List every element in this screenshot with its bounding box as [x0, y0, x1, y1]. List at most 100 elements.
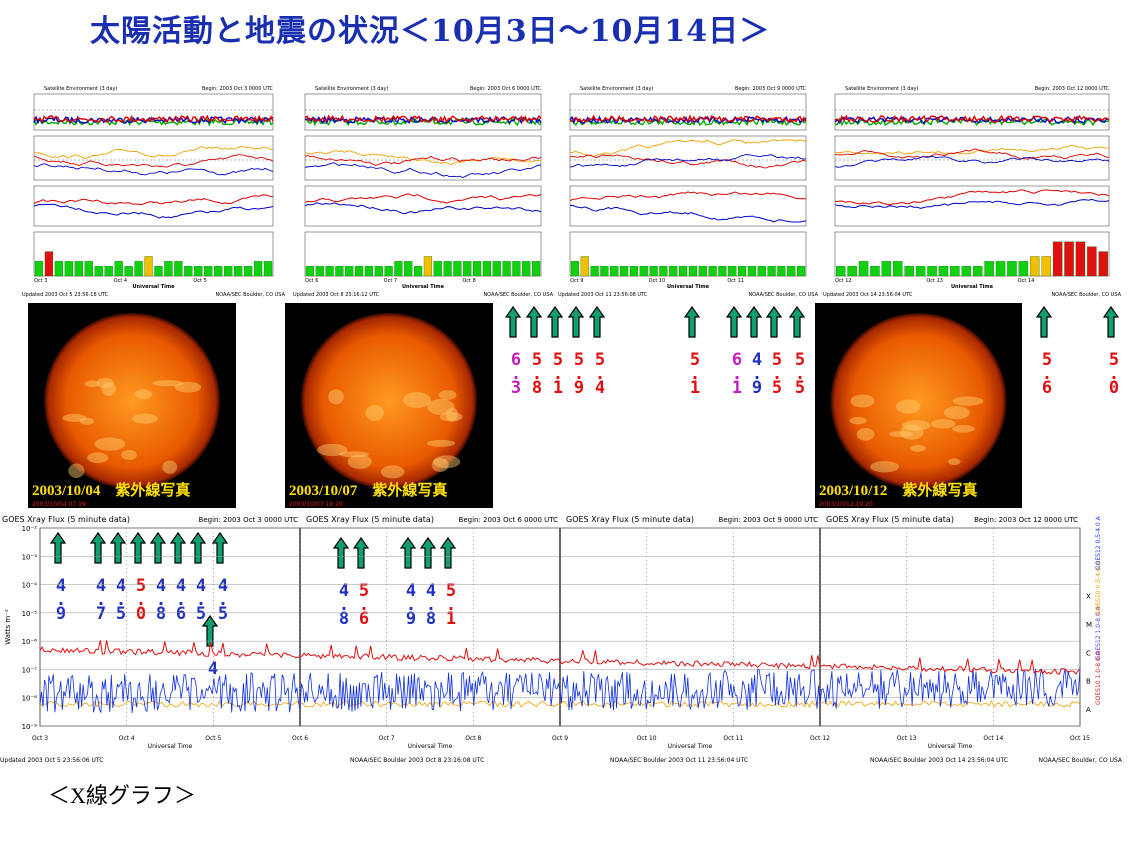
arrow-shape: [547, 306, 563, 338]
kp-bar: [835, 266, 846, 277]
quake-arrow: [684, 306, 700, 338]
arrow-shape: [170, 532, 186, 564]
panel-title: GOES Xray Flux (5 minute data): [566, 515, 694, 524]
kp-bar: [610, 266, 619, 277]
kp-bar: [570, 261, 580, 277]
kp-bar: [305, 266, 315, 277]
kp-bar: [384, 266, 393, 277]
panel-title: GOES Xray Flux (5 minute data): [2, 515, 130, 524]
sun-photo: 2003/10/12 紫外線写真 2003/10/12 19:20: [815, 303, 1022, 508]
x-tick-label: Oct 3: [34, 278, 47, 284]
kp-bar: [787, 266, 796, 277]
footer-left: Updated 2003 Oct 5 23:56:18 UTC: [22, 292, 109, 298]
kp-bar: [1007, 261, 1017, 277]
kp-bar: [94, 266, 103, 277]
kp-bar: [679, 266, 688, 277]
kp-bar: [984, 261, 994, 277]
kp-bar: [184, 266, 193, 277]
plot-frame: [834, 231, 1110, 277]
quake-arrow: [789, 306, 805, 338]
electron-trace: [304, 154, 542, 166]
kp-bar: [124, 266, 133, 277]
footer-left: Updated 2003 Oct 8 23:16:12 UTC: [293, 292, 380, 298]
kp-bar: [881, 261, 892, 277]
active-region: [901, 420, 931, 431]
kp-bar: [669, 266, 678, 277]
magnitude: 5.5: [767, 350, 787, 392]
sun-photo: 2003/10/07 紫外線写真 2003/10/07 19:20: [285, 303, 493, 508]
active-region: [94, 437, 126, 451]
active-region: [101, 382, 116, 397]
active-region: [121, 449, 137, 460]
kp-bar: [443, 261, 452, 277]
sun-image: [830, 313, 1007, 489]
x-tick-label: Oct 8: [465, 735, 481, 742]
flare-class: A: [1086, 706, 1091, 714]
x-tick-label: Oct 11: [727, 278, 744, 284]
kp-bar: [482, 261, 492, 277]
kp-bar: [394, 261, 403, 277]
magnitude: 5.1: [441, 581, 461, 623]
footer: Updated 2003 Oct 5 23:56:06 UTC: [0, 757, 103, 764]
proton-trace: [834, 114, 1110, 124]
footer-right: NOAA/SEC Boulder, CO USA: [748, 292, 818, 298]
quake-arrow: [420, 537, 436, 569]
magnitude: 5.6: [1037, 350, 1057, 392]
y-axis-label: Watts m⁻²: [4, 609, 12, 645]
plot-frame: [304, 231, 542, 277]
kp-bar: [214, 266, 223, 277]
arrow-shape: [90, 532, 106, 564]
kp-bar: [649, 266, 658, 277]
kp-bar: [114, 261, 123, 277]
plot-frame: [834, 185, 1110, 227]
footer: NOAA/SEC Boulder 2003 Oct 8 23:16:08 UTC: [350, 757, 484, 764]
kp-bar: [243, 266, 253, 277]
active-region: [948, 458, 961, 465]
plot-frame: [834, 135, 1110, 181]
magnitude: 5.0: [1104, 350, 1124, 392]
active-region: [365, 404, 384, 421]
x-axis-label: Universal Time: [133, 284, 176, 290]
magnitude: 4.9: [51, 576, 71, 618]
panel-title: GOES Xray Flux (5 minute data): [826, 515, 954, 524]
kp-bar: [698, 266, 707, 277]
arrow-shape: [684, 306, 700, 338]
active-region: [896, 399, 921, 414]
x-tick-label: Oct 5: [205, 735, 221, 742]
quake-arrow: [353, 537, 369, 569]
proton-trace: [33, 117, 274, 127]
photo-caption: 2003/10/04 紫外線写真: [32, 483, 191, 499]
kp-bar: [263, 261, 273, 277]
magnitude: 4.8: [151, 576, 171, 618]
x-axis-label: Universal Time: [951, 284, 994, 290]
hp-trace: [304, 202, 542, 215]
hp-trace: [569, 204, 807, 223]
orange-trace: [39, 700, 1081, 708]
kp-bar: [404, 261, 413, 277]
kp-bar: [345, 266, 354, 277]
y-tick-label: 10⁻⁹: [22, 723, 38, 731]
sun-disk: [830, 313, 1007, 489]
arrow-shape: [440, 537, 456, 569]
x-tick-label: Oct 4: [119, 735, 135, 742]
magnitude: 5.1: [548, 350, 568, 392]
hp-trace: [33, 203, 274, 219]
kp-bar: [74, 261, 83, 277]
magnitude: 6.1: [727, 350, 747, 392]
kp-bar: [433, 261, 442, 277]
active-region: [152, 380, 184, 387]
magnitude: 4.5: [191, 576, 211, 618]
arrow-shape: [150, 532, 166, 564]
x-tick-label: Oct 14: [983, 735, 1003, 742]
arrow-shape: [400, 537, 416, 569]
active-region: [79, 417, 94, 425]
x-tick-label: Oct 8: [462, 278, 475, 284]
satellite-panel: Satellite Environment (3 day) Begin: 2003…: [293, 86, 554, 298]
magnitude: 5.9: [569, 350, 589, 392]
quake-arrow: [1103, 306, 1119, 338]
arrow-shape: [505, 306, 521, 338]
plot-frame: [569, 185, 807, 227]
quake-arrow: [50, 532, 66, 564]
active-region: [339, 451, 369, 458]
